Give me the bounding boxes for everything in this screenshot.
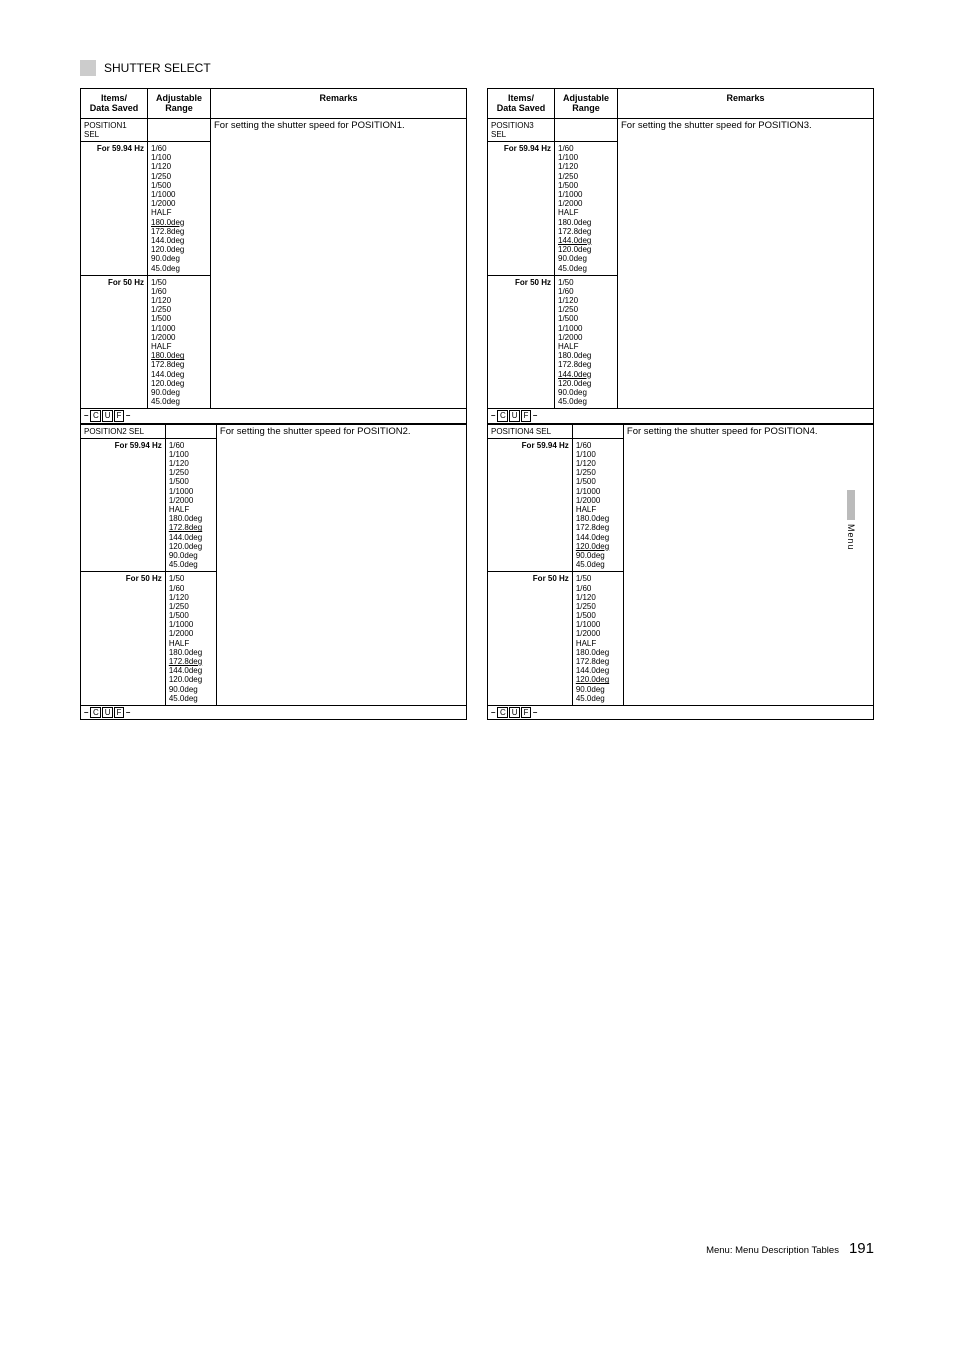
- cuf-sep: –: [83, 411, 89, 420]
- table-header-remarks: Remarks: [618, 89, 874, 119]
- position-sel-label: POSITION4 SEL: [488, 424, 573, 438]
- range-list-5994: 1/601/1001/1201/2501/5001/10001/2000HALF…: [165, 438, 216, 572]
- menu-table: POSITION4 SEL For setting the shutter spe…: [487, 424, 874, 706]
- freq-label-5994: For 59.94 Hz: [81, 142, 148, 276]
- cuf-row: –CUF–: [80, 706, 467, 720]
- table-header-range: AdjustableRange: [555, 89, 618, 119]
- range-list-5994: 1/601/1001/1201/2501/5001/10001/2000HALF…: [148, 142, 211, 276]
- cuf-sep: –: [83, 708, 89, 717]
- side-tab-text: Menu: [846, 524, 856, 551]
- cuf-sep: –: [125, 708, 131, 717]
- position-sel-label: POSITION3 SEL: [488, 118, 555, 141]
- menu-table: Items/Data SavedAdjustableRangeRemarks PO…: [487, 88, 874, 409]
- columns-wrap: Items/Data SavedAdjustableRangeRemarksPO…: [80, 88, 874, 720]
- position-remarks: For setting the shutter speed for POSITI…: [211, 118, 467, 409]
- cuf-box-f: F: [114, 410, 124, 421]
- position-remarks: For setting the shutter speed for POSITI…: [623, 424, 873, 705]
- column-left: Items/Data SavedAdjustableRangeRemarks PO…: [80, 88, 467, 720]
- cuf-box-c: C: [497, 707, 508, 718]
- range-list-5994: 1/601/1001/1201/2501/5001/10001/2000HALF…: [572, 438, 623, 572]
- cuf-sep: –: [532, 708, 538, 717]
- menu-table: POSITION2 SEL For setting the shutter spe…: [80, 424, 467, 706]
- section-header: SHUTTER SELECT: [80, 60, 874, 76]
- cuf-box-f: F: [521, 410, 531, 421]
- cuf-sep: –: [490, 708, 496, 717]
- freq-label-5994: For 59.94 Hz: [81, 438, 166, 572]
- freq-label-5994: For 59.94 Hz: [488, 142, 555, 276]
- empty-cell: [572, 424, 623, 438]
- position-remarks: For setting the shutter speed for POSITI…: [216, 424, 466, 705]
- range-list-5994: 1/601/1001/1201/2501/5001/10001/2000HALF…: [555, 142, 618, 276]
- cuf-row: –CUF–: [487, 706, 874, 720]
- side-tab-bar: [847, 490, 855, 520]
- range-list-50: 1/501/601/1201/2501/5001/10001/2000HALF1…: [555, 275, 618, 409]
- freq-label-50: For 50 Hz: [81, 275, 148, 409]
- cuf-box-u: U: [509, 707, 520, 718]
- empty-cell: [148, 118, 211, 141]
- empty-cell: [555, 118, 618, 141]
- cuf-box-u: U: [102, 410, 113, 421]
- table-header-items: Items/Data Saved: [488, 89, 555, 119]
- range-list-50: 1/501/601/1201/2501/5001/10001/2000HALF1…: [572, 572, 623, 706]
- section-header-title: SHUTTER SELECT: [104, 61, 211, 75]
- footer-page-number: 191: [849, 1240, 874, 1257]
- cuf-sep: –: [125, 411, 131, 420]
- cuf-sep: –: [532, 411, 538, 420]
- side-tab: Menu: [846, 490, 856, 551]
- cuf-box-c: C: [90, 707, 101, 718]
- footer-text: Menu: Menu Description Tables: [706, 1245, 839, 1256]
- position-sel-label: POSITION2 SEL: [81, 424, 166, 438]
- page-footer: Menu: Menu Description Tables 191: [80, 1240, 874, 1257]
- menu-table: Items/Data SavedAdjustableRangeRemarks PO…: [80, 88, 467, 409]
- cuf-box-c: C: [90, 410, 101, 421]
- empty-cell: [165, 424, 216, 438]
- cuf-sep: –: [490, 411, 496, 420]
- cuf-box-f: F: [521, 707, 531, 718]
- column-right: Items/Data SavedAdjustableRangeRemarks PO…: [487, 88, 874, 720]
- range-list-50: 1/501/601/1201/2501/5001/10001/2000HALF1…: [165, 572, 216, 706]
- position-sel-label: POSITION1 SEL: [81, 118, 148, 141]
- cuf-box-f: F: [114, 707, 124, 718]
- table-header-range: AdjustableRange: [148, 89, 211, 119]
- freq-label-5994: For 59.94 Hz: [488, 438, 573, 572]
- cuf-box-u: U: [102, 707, 113, 718]
- cuf-box-u: U: [509, 410, 520, 421]
- cuf-row: –CUF–: [487, 409, 874, 423]
- freq-label-50: For 50 Hz: [488, 275, 555, 409]
- cuf-box-c: C: [497, 410, 508, 421]
- table-header-items: Items/Data Saved: [81, 89, 148, 119]
- range-list-50: 1/501/601/1201/2501/5001/10001/2000HALF1…: [148, 275, 211, 409]
- section-header-box: [80, 60, 96, 76]
- table-header-remarks: Remarks: [211, 89, 467, 119]
- freq-label-50: For 50 Hz: [488, 572, 573, 706]
- cuf-row: –CUF–: [80, 409, 467, 423]
- freq-label-50: For 50 Hz: [81, 572, 166, 706]
- position-remarks: For setting the shutter speed for POSITI…: [618, 118, 874, 409]
